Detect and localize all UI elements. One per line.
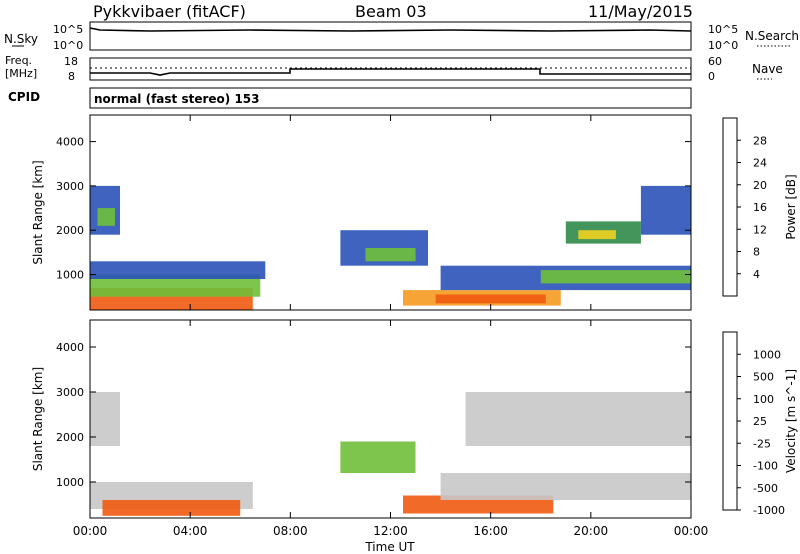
data-region — [465, 392, 691, 446]
cpid-text: normal (fast stereo) 153 — [94, 92, 260, 106]
colorbar-tick-label: 16 — [753, 201, 767, 214]
data-region — [102, 500, 241, 516]
nave-tick-top: 60 — [708, 55, 722, 68]
y-tick-label: 2000 — [56, 224, 84, 237]
colorbar-frame — [722, 331, 738, 511]
x-tick-label: 20:00 — [574, 524, 609, 538]
data-region — [340, 441, 416, 473]
colorbar-tick-label: -500 — [753, 482, 778, 495]
y-tick-label: 4000 — [56, 341, 84, 354]
data-region — [90, 261, 266, 279]
nsearch-tick-bottom: 10^0 — [708, 39, 738, 52]
colorbar-tick-label: 12 — [753, 223, 767, 236]
power-panel: 1000 2000 3000 4000 Slant Range [km] — [31, 114, 692, 311]
power-colorbar: 4 8 12 16 20 24 28 Power [dB] — [722, 117, 798, 297]
nsky-tick-top: 10^5 — [53, 23, 83, 36]
nave-tick-bottom: 0 — [708, 70, 715, 83]
y-tick-label: 1000 — [56, 269, 84, 282]
data-region — [435, 294, 546, 304]
freq-panel — [89, 57, 692, 81]
colorbar-tick-label: 100 — [753, 393, 774, 406]
freq-label-1: Freq. — [5, 54, 32, 67]
velocity-panel: 1000 2000 3000 4000 Slant Range [km] 00:00 04:… — [31, 319, 709, 554]
x-tick-label: 12:00 — [373, 524, 408, 538]
nsky-label: N.Sky — [4, 32, 38, 46]
x-axis-label: Time UT — [364, 540, 415, 554]
y-axis-label: Slant Range [km] — [31, 367, 45, 471]
nsearch-tick-top: 10^5 — [708, 23, 738, 36]
data-region — [90, 392, 120, 446]
freq-tick-bottom: 8 — [68, 70, 75, 83]
cpid-label: CPID — [8, 90, 40, 104]
colorbar-tick-label: 20 — [753, 179, 767, 192]
data-region — [90, 274, 261, 297]
y-tick-label: 4000 — [56, 136, 84, 149]
colorbar-label: Velocity [m s^-1] — [784, 369, 798, 473]
data-region — [578, 230, 616, 240]
y-tick-label: 3000 — [56, 180, 84, 193]
nave-label: Nave — [752, 62, 783, 76]
beam-title: Beam 03 — [355, 2, 427, 21]
y-axis-label: Slant Range [km] — [31, 160, 45, 264]
cpid-panel — [89, 87, 692, 109]
nsky-line — [89, 27, 692, 32]
data-region — [97, 208, 115, 226]
x-tick-label: 04:00 — [173, 524, 208, 538]
colorbar-tick-label: -25 — [753, 437, 771, 450]
colorbar-tick-label: -1000 — [753, 504, 785, 517]
freq-tick-top: 18 — [64, 55, 78, 68]
x-tick-label: 08:00 — [273, 524, 308, 538]
y-tick-label: 1000 — [56, 476, 84, 489]
y-tick-label: 2000 — [56, 431, 84, 444]
data-region — [365, 248, 416, 262]
x-tick-label: 00:00 — [674, 524, 709, 538]
nsearch-label: N.Search — [745, 29, 799, 43]
data-region — [540, 270, 692, 284]
colorbar-tick-label: 1000 — [753, 348, 781, 361]
colorbar-tick-label: 500 — [753, 371, 774, 384]
velocity-colorbar: 1000 500 100 25 -25 -100 -500 -1000 Velocity [m … — [722, 331, 798, 517]
data-region — [440, 473, 691, 500]
freq-label-2: [MHz] — [5, 67, 37, 80]
nsky-tick-bottom: 10^0 — [53, 39, 83, 52]
colorbar-tick-label: 25 — [753, 415, 767, 428]
freq-line — [90, 68, 691, 76]
x-tick-label: 00:00 — [73, 524, 108, 538]
colorbar-tick-label: -100 — [753, 460, 778, 473]
colorbar-tick-label: 4 — [753, 268, 760, 281]
colorbar-tick-label: 8 — [753, 246, 760, 259]
data-region — [640, 185, 691, 235]
y-tick-label: 3000 — [56, 386, 84, 399]
date-title: 11/May/2015 — [588, 2, 693, 21]
nsky-panel — [89, 21, 692, 51]
x-tick-label: 16:00 — [473, 524, 508, 538]
colorbar-tick-label: 24 — [753, 157, 767, 170]
colorbar-label: Power [dB] — [784, 174, 798, 239]
colorbar-tick-label: 28 — [753, 134, 767, 147]
radar-title: Pykkvibaer (fitACF) — [93, 2, 246, 21]
colorbar-frame — [722, 117, 738, 297]
